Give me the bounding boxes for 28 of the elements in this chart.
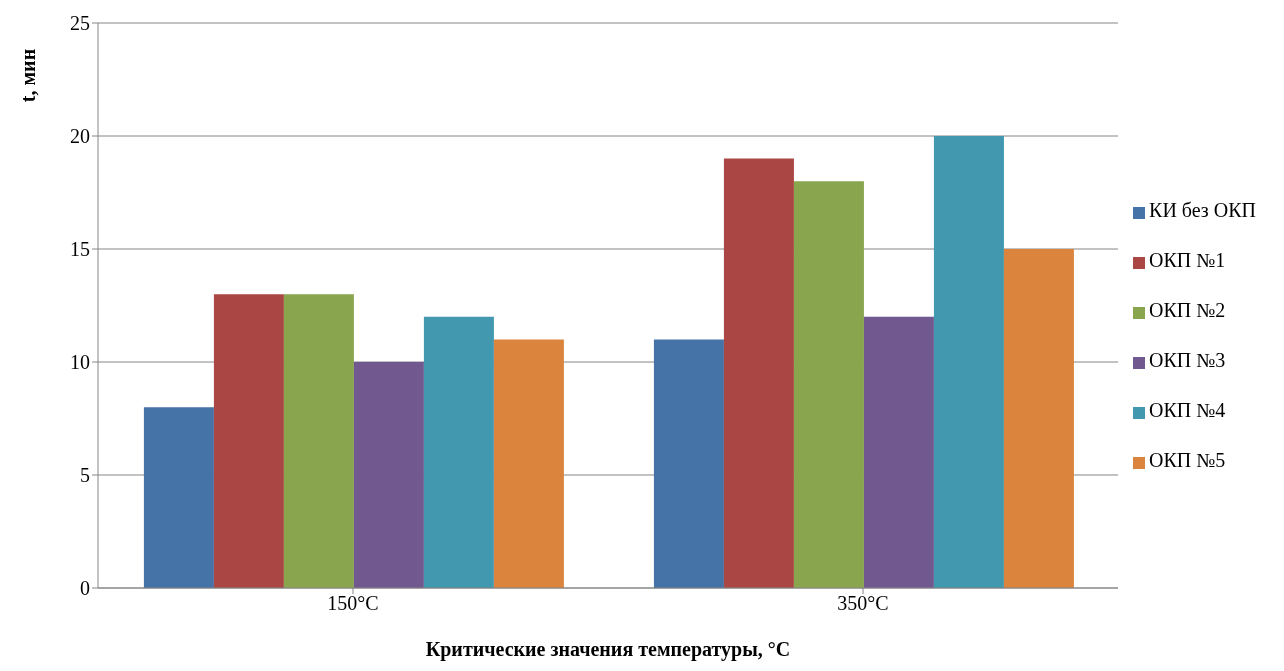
bar xyxy=(143,407,214,588)
y-tick-label: 10 xyxy=(70,351,90,374)
legend-label: ОКП №2 xyxy=(1149,298,1226,321)
bar xyxy=(283,294,354,588)
bar xyxy=(423,316,494,588)
bar xyxy=(353,362,424,588)
x-tick-label: 150°C xyxy=(327,592,379,615)
legend-label: КИ без ОКП xyxy=(1149,198,1256,221)
bar xyxy=(723,158,794,588)
legend-label: ОКП №5 xyxy=(1149,448,1226,471)
bar xyxy=(653,339,724,588)
legend-label: ОКП №1 xyxy=(1149,248,1226,271)
y-tick-label: 25 xyxy=(70,12,90,35)
y-axis-title: t, мин xyxy=(17,48,40,103)
bar xyxy=(1003,249,1074,588)
y-tick-label: 15 xyxy=(70,238,90,261)
bar xyxy=(493,339,564,588)
bar xyxy=(863,316,934,588)
legend-label: ОКП №3 xyxy=(1149,348,1226,371)
bar xyxy=(793,181,864,588)
x-tick-label: 350°C xyxy=(837,592,889,615)
bar xyxy=(213,294,284,588)
y-tick-label: 5 xyxy=(80,464,90,487)
legend-label: ОКП №4 xyxy=(1149,398,1226,421)
bar xyxy=(933,136,1004,588)
y-tick-label: 0 xyxy=(80,577,90,600)
y-tick-label: 20 xyxy=(70,125,90,148)
x-axis-title: Критические значения температуры, °C xyxy=(425,638,791,661)
